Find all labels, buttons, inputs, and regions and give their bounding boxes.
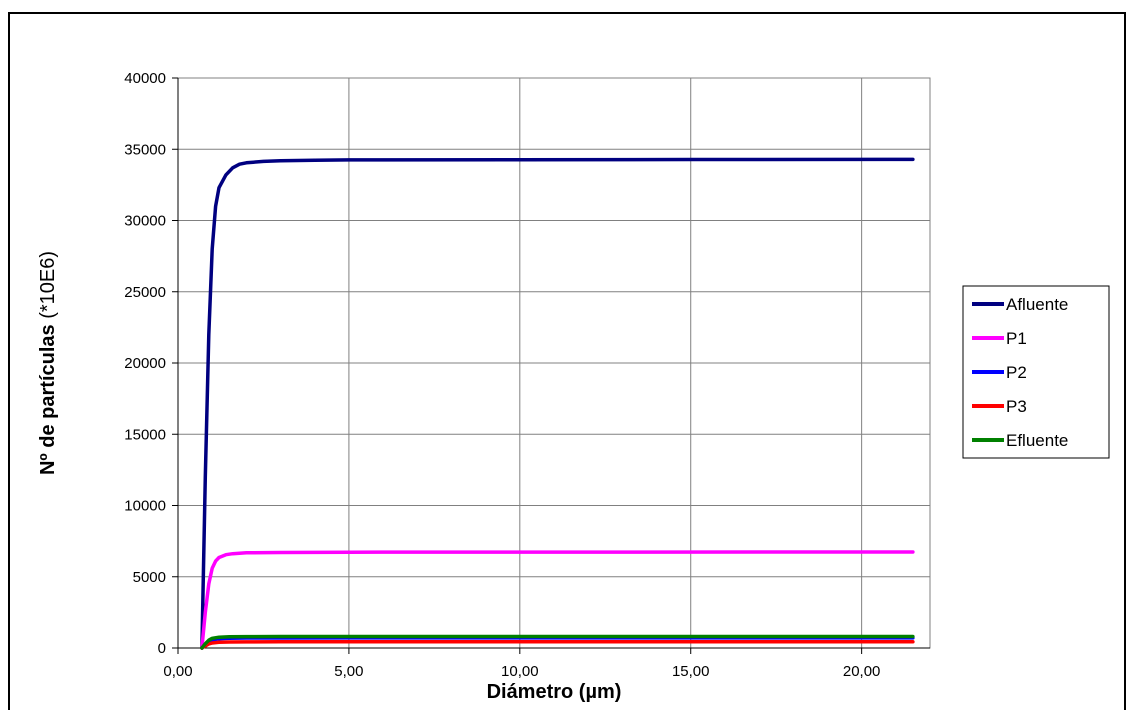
series-lines	[200, 157, 915, 650]
legend-label: P1	[1006, 329, 1027, 348]
y-tick-label: 10000	[124, 498, 166, 515]
legend-label: P2	[1006, 363, 1027, 382]
y-tick-label: 25000	[124, 284, 166, 301]
legend-label: Afluente	[1006, 295, 1068, 314]
x-tick-label: 20,00	[843, 663, 881, 680]
legend-label: Efluente	[1006, 431, 1068, 450]
y-tick-label: 30000	[124, 213, 166, 230]
y-tick-label: 15000	[124, 426, 166, 443]
x-tick-label: 15,00	[672, 663, 710, 680]
x-axis-title: Diámetro (µm)	[487, 681, 622, 703]
ticks: 0 5000 10000 15000 20000 25000 30000 35000 40000…	[124, 70, 880, 680]
y-axis-title: Nº de partículas (*10E6)	[37, 251, 59, 475]
y-tick-label: 40000	[124, 70, 166, 87]
x-tick-label: 0,00	[163, 663, 192, 680]
legend: Afluente P1 P2 P3 Efluente	[962, 285, 1110, 459]
series-line-efluente	[200, 634, 915, 650]
line-chart: 0 5000 10000 15000 20000 25000 30000 35000 40000…	[37, 70, 1110, 703]
y-axis-title-bold: Nº de partículas	[37, 324, 59, 475]
series-line-p1	[200, 550, 915, 650]
series-line-p3	[200, 639, 915, 650]
y-tick-label: 5000	[133, 569, 166, 586]
y-tick-label: 20000	[124, 355, 166, 372]
series-line-afluente	[200, 157, 915, 650]
chart-frame: 0 5000 10000 15000 20000 25000 30000 35000 40000…	[8, 12, 1126, 710]
y-axis-title-unit: (*10E6)	[37, 251, 59, 324]
x-tick-label: 5,00	[334, 663, 363, 680]
legend-label: P3	[1006, 397, 1027, 416]
y-tick-label: 0	[158, 640, 166, 657]
y-tick-label: 35000	[124, 141, 166, 158]
x-tick-label: 10,00	[501, 663, 539, 680]
